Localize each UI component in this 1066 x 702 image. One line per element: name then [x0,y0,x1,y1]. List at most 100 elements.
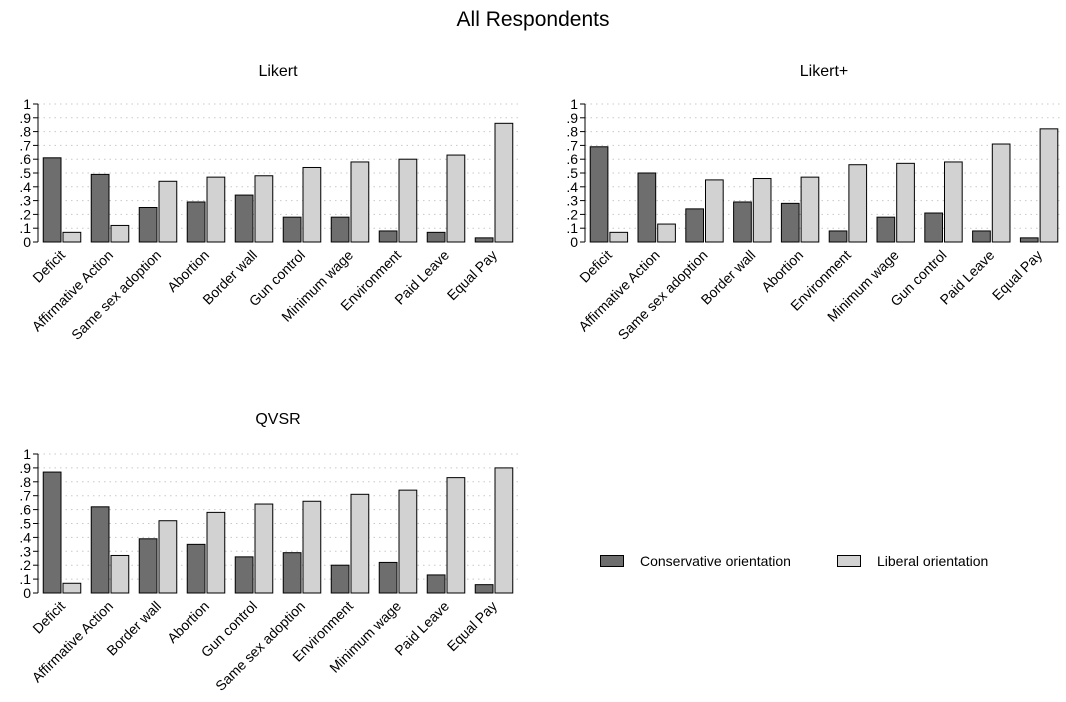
bar-liberal [398,158,418,243]
y-tick-label: 0 [23,585,31,601]
y-tick-label: .3 [566,193,578,209]
bar-liberal [158,180,178,243]
legend-item-conservative: Conservative orientation [600,553,791,569]
bar-liberal [206,176,226,243]
y-tick-label: .9 [19,460,31,476]
bar-conservative [828,230,848,243]
y-tick-label: .1 [19,220,31,236]
y-tick-label: .2 [19,206,31,222]
x-tick-label: Same sex adoption [615,247,711,343]
bar-liberal [800,176,820,243]
bar-liberal [302,500,322,594]
bar-liberal [350,161,370,243]
bar-liberal [62,582,82,594]
x-tick-label: Deficit [29,598,68,637]
bar-liberal [944,161,963,243]
bar-liberal [752,178,772,243]
bar-liberal [446,154,466,243]
y-tick-label: .2 [19,557,31,573]
bar-liberal [254,175,274,243]
bar-conservative [138,538,158,594]
y-tick-label: .8 [19,474,31,490]
bar-liberal [302,166,322,243]
bar-liberal [398,489,418,594]
bar-liberal [1039,128,1059,243]
chart-panel-1: Likert 0.1.2.3.4.5.6.7.8.91 DeficitAffirma… [19,63,518,343]
legend: Conservative orientation Liberal orienta… [600,553,1034,569]
x-tick-label: Same sex adoption [68,247,164,343]
bar-conservative [282,552,302,594]
x-tick-label: Affirmative Action [29,598,117,686]
y-tick-label: 1 [23,446,31,462]
chart-panel-3: QVSR 0.1.2.3.4.5.6.7.8.91 DeficitAffirmati… [19,411,518,694]
y-tick-label: .1 [19,571,31,587]
x-tick-label: Abortion [164,598,212,646]
bar-liberal [110,554,130,594]
bar-conservative [474,237,494,243]
y-tick-label: 1 [23,96,31,112]
y-tick-label: 0 [570,234,578,250]
y-tick-label: .1 [566,220,578,236]
y-tick-label: .7 [566,137,578,153]
y-tick-label: .9 [566,110,578,126]
bar-conservative [1019,237,1039,243]
bar-conservative [42,157,62,243]
bar-conservative [474,584,494,594]
y-tick-label: .4 [19,179,31,195]
bar-liberal [991,143,1011,243]
bar-conservative [186,201,206,243]
y-tick-label: .8 [19,124,31,140]
bar-conservative [138,207,158,243]
y-tick-label: .6 [19,151,31,167]
y-tick-label: 0 [23,234,31,250]
y-tick-label: .5 [19,516,31,532]
y-tick-label: .2 [566,206,578,222]
chart-title: QVSR [255,411,300,428]
figure-title: All Respondents [457,8,610,31]
bar-conservative [924,212,944,243]
bar-conservative [234,194,254,243]
legend-swatch-conservative [600,555,624,567]
x-tick-label: Equal Pay [444,598,500,654]
bar-liberal [446,477,466,594]
y-tick-label: .6 [19,502,31,518]
bar-liberal [494,467,514,594]
bar-conservative [589,146,609,243]
x-tick-label: Equal Pay [444,247,500,303]
x-tick-label: Affirmative Action [575,247,663,335]
bar-liberal [494,122,514,243]
x-tick-label: Deficit [576,247,615,286]
chart-title: Likert [258,63,298,80]
y-tick-label: .9 [19,110,31,126]
bar-conservative [378,561,398,594]
y-tick-label: .7 [19,137,31,153]
y-tick-label: .4 [566,179,578,195]
bar-conservative [685,208,705,243]
bar-conservative [780,202,800,243]
x-tick-label: Abortion [758,247,806,295]
legend-item-liberal: Liberal orientation [836,553,988,569]
bar-conservative [876,216,896,243]
bar-conservative [426,231,446,243]
legend-label-conservative: Conservative orientation [640,553,791,569]
bar-conservative [972,230,991,243]
y-tick-label: .5 [566,165,578,181]
bar-liberal [158,520,178,594]
bar-conservative [186,543,206,594]
x-tick-label: Affirmative Action [29,247,117,335]
chart-panel-2: Likert+ 0.1.2.3.4.5.6.7.8.91 DeficitAffirm… [566,63,1063,343]
bar-conservative [330,216,350,243]
y-tick-label: 1 [570,96,578,112]
bar-liberal [609,231,629,243]
bar-conservative [637,172,657,243]
y-tick-label: .3 [19,543,31,559]
bar-conservative [90,506,110,594]
bar-conservative [733,201,752,243]
chart-title: Likert+ [800,63,848,80]
bar-conservative [90,173,110,243]
bar-liberal [848,164,868,243]
bar-conservative [282,216,302,243]
y-tick-label: .8 [566,124,578,140]
x-tick-label: Equal Pay [989,247,1045,303]
y-tick-label: .7 [19,488,31,504]
